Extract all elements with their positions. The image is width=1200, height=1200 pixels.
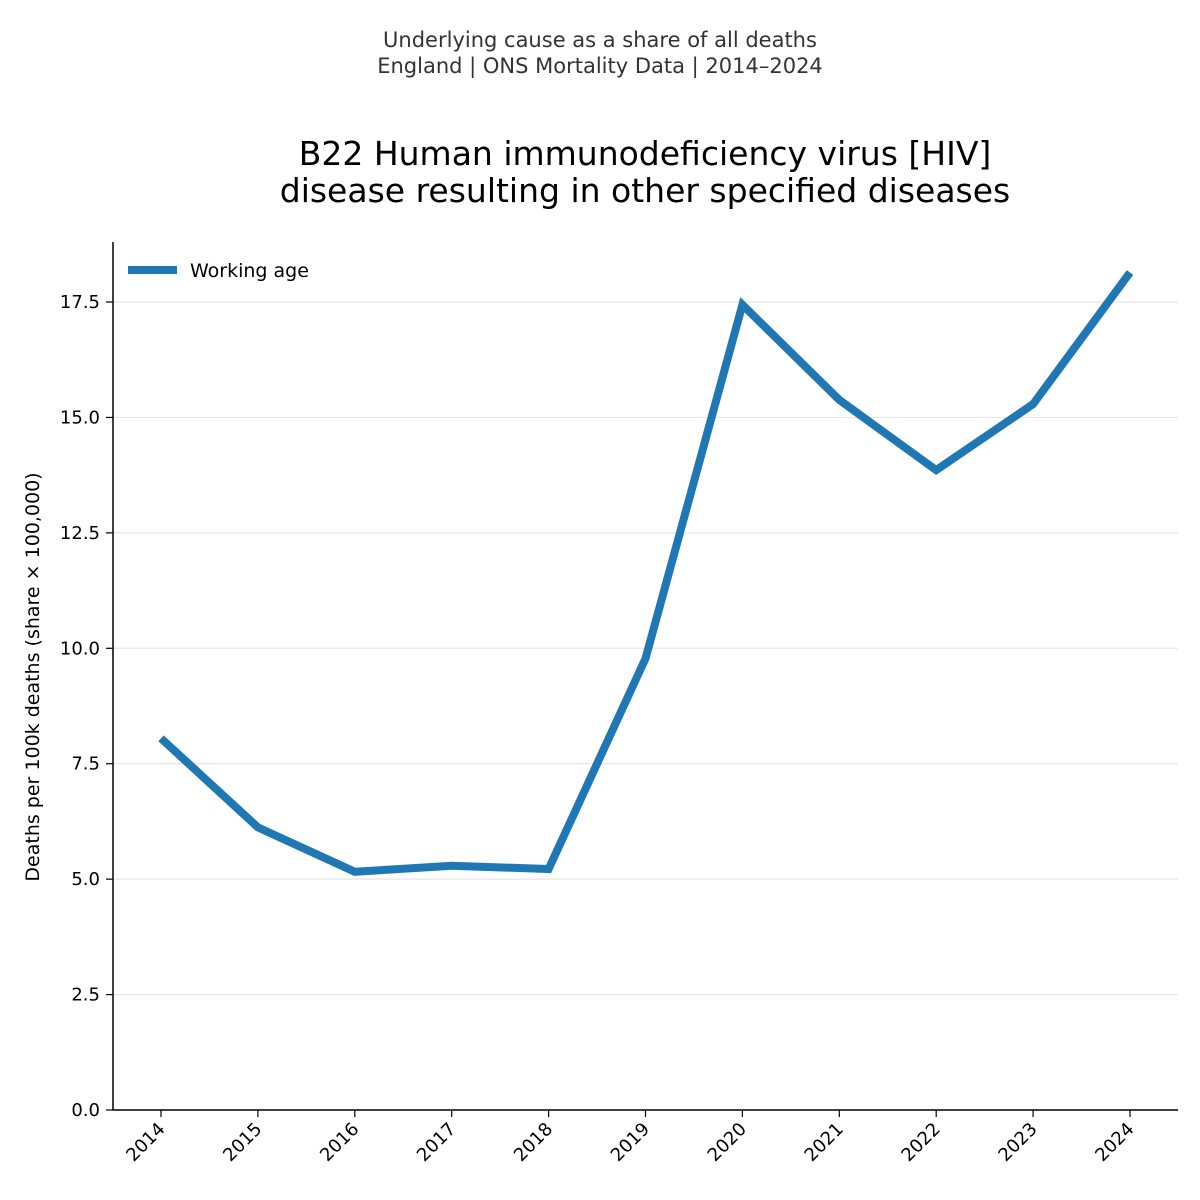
chart-title-line-1: B22 Human immunodeficiency virus [HIV] <box>299 134 992 173</box>
chart-title-line-2: disease resulting in other specified dis… <box>280 171 1010 210</box>
y-tick-label: 0.0 <box>71 1100 100 1121</box>
x-tick-label: 2023 <box>994 1119 1041 1166</box>
x-tick-label: 2016 <box>316 1119 363 1166</box>
x-tick-label: 2022 <box>897 1119 944 1166</box>
x-tick-label: 2015 <box>219 1119 266 1166</box>
y-tick-label: 12.5 <box>60 523 100 544</box>
x-tick-label: 2018 <box>510 1119 557 1166</box>
suptitle-line-2: England | ONS Mortality Data | 2014–2024 <box>377 54 823 79</box>
suptitle-line-1: Underlying cause as a share of all death… <box>383 28 817 52</box>
x-tick-label: 2017 <box>413 1119 460 1166</box>
y-tick-label: 10.0 <box>60 638 100 659</box>
y-axis-ticks: 0.0 2.5 5.0 7.5 10.0 12.5 15.0 17.5 <box>60 292 113 1121</box>
legend: Working age <box>128 260 309 282</box>
y-axis-label: Deaths per 100k deaths (share × 100,000) <box>22 472 44 881</box>
x-tick-label: 2019 <box>607 1119 654 1166</box>
y-tick-label: 17.5 <box>60 292 100 313</box>
x-tick-label: 2021 <box>801 1119 848 1166</box>
x-tick-label: 2024 <box>1091 1119 1138 1166</box>
gridlines <box>113 301 1178 996</box>
legend-label-working-age: Working age <box>190 260 309 282</box>
y-tick-label: 7.5 <box>71 754 100 775</box>
x-tick-label: 2014 <box>122 1119 169 1166</box>
x-tick-label: 2020 <box>704 1119 751 1166</box>
axes <box>112 242 1178 1111</box>
y-tick-label: 2.5 <box>71 985 100 1006</box>
series-line-working-age <box>158 270 1134 876</box>
x-axis-ticks: 2014 2015 2016 2017 2018 2019 2020 2021 2022 2023… <box>122 1110 1139 1166</box>
y-tick-label: 5.0 <box>71 869 100 890</box>
series-layer <box>158 270 1134 876</box>
y-tick-label: 15.0 <box>60 407 100 428</box>
